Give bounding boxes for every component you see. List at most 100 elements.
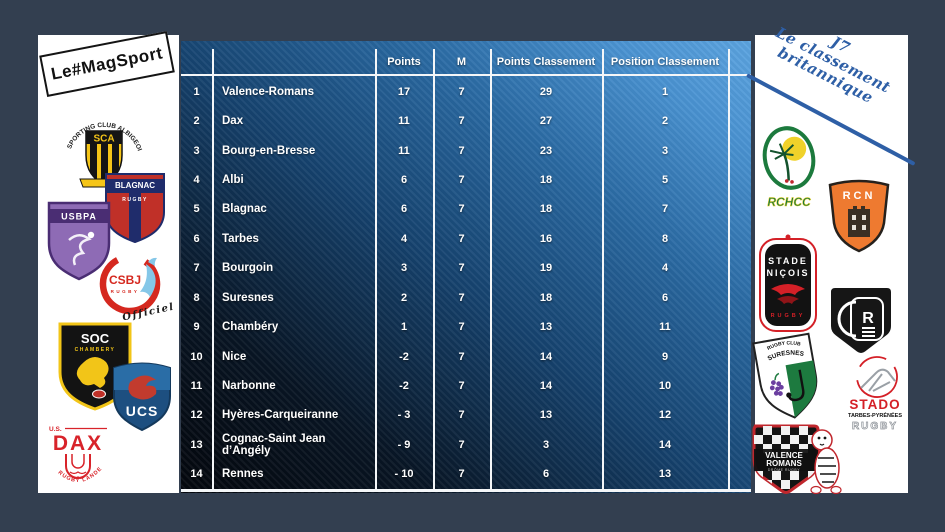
points-cell: - 3 [397,409,411,422]
team-cell: Albi [222,173,244,186]
lemagsport-wordmark: Le#MagSport [49,43,165,84]
col-header-matches: M [456,56,467,68]
position-classement-cell: 1 [661,85,669,98]
col-header-position-classement: Position Classement [610,56,720,68]
stado-logo: STADO TARBES-PYRÉNÉES RUGBY [840,352,910,440]
bottom-rule [181,489,751,492]
table-row: 5 Blagnac 6 7 18 7 [181,195,751,224]
csbj-logo: CSBJ RUGBY [94,250,174,322]
matches-cell: 7 [458,350,465,363]
rank-cell: 13 [190,438,203,451]
stade-nicois-line2: NIÇOIS [766,268,809,278]
csbj-monogram: CSBJ [109,273,141,287]
dax-arch [65,454,91,479]
matches-cell: 7 [458,438,465,451]
rank-cell: 4 [193,173,200,186]
blagnac-sub: RUGBY [122,197,148,203]
position-classement-cell: 5 [661,173,669,186]
table-row: 1 Valence-Romans 17 7 29 1 [181,77,751,106]
points-classement-cell: 23 [539,144,553,157]
soc-monogram: SOC [81,331,110,346]
stade-nicois-border [759,238,817,332]
points-cell: 4 [400,232,408,245]
points-cell: 6 [400,203,408,216]
table-row: 11 Narbonne -2 7 14 10 [181,371,751,400]
points-cell: 11 [398,144,410,157]
ucs-logo: UCS [110,358,174,434]
table-row: 13 Cognac-Saint Jean d’Angély - 9 7 3 14 [181,430,751,459]
points-cell: 17 [397,85,411,98]
grid-line [212,49,214,491]
team-cell: Bourg-en-Bresse [222,144,316,157]
position-classement-cell: 8 [661,232,669,245]
rank-cell: 10 [190,350,203,363]
rank-cell: 12 [190,409,203,422]
sca-monogram: SCA [93,134,114,145]
stade-nicois-logo: STADE NIÇOIS RUGBY [757,233,819,338]
usbpa-player [68,234,92,266]
ucs-monogram: UCS [126,403,159,419]
points-classement-cell: 14 [539,379,553,392]
valence-line1: VALENCE [765,451,803,460]
usbpa-logo: USBPA [44,195,114,285]
grid-line [490,49,492,491]
table-row: 7 Bourgoin 3 7 19 4 [181,254,751,283]
points-classement-cell: 16 [539,232,553,245]
points-cell: 11 [398,115,410,128]
rennes-crescent [837,300,857,338]
team-cell: Tarbes [222,232,259,245]
matches-cell: 7 [458,262,465,275]
points-cell: 3 [400,262,408,275]
suresnes-saxophone [787,369,805,402]
dax-monogram: DAX [53,432,103,455]
rank-cell: 6 [193,232,200,245]
matches-cell: 7 [458,85,465,98]
matches-cell: 7 [458,173,465,186]
ucs-dragon [128,375,157,400]
rank-cell: 9 [193,321,200,334]
rchcc-logo: RCHCC [758,120,820,212]
us-dax-logo: U.S. DAX RUGBY LANDES [41,420,115,492]
standings-table: Points M Points Classement Position Clas… [181,41,751,493]
points-classement-cell: 6 [542,468,550,481]
points-cell: -2 [399,350,409,363]
rank-cell: 11 [190,379,203,392]
valence-romans-logo: VALENCE ROMANS DRÔME RUGBY [748,418,846,498]
table-body: 1 Valence-Romans 17 7 29 1 2 Dax 11 7 27… [181,77,751,489]
rank-cell: 8 [193,291,200,304]
col-header-points: Points [387,56,421,68]
rcn-logo: RCN [822,175,896,257]
team-cell: Cognac-Saint Jean d’Angély [222,432,326,457]
rank-cell: 2 [193,115,200,128]
points-classement-cell: 13 [539,409,553,422]
team-cell: Suresnes [222,291,274,304]
stade-nicois-eagle [771,284,805,295]
stado-horse [860,368,896,392]
soc-sub: CHAMBERY [75,347,116,353]
points-cell: - 9 [397,438,411,451]
table-row: 6 Tarbes 4 7 16 8 [181,224,751,253]
grid-line [433,49,435,491]
header-rule [181,74,751,76]
matches-cell: 7 [458,115,465,128]
table-row: 12 Hyères-Carqueiranne - 3 7 13 12 [181,401,751,430]
position-classement-cell: 3 [661,144,669,157]
position-classement-cell: 14 [658,438,672,451]
matches-cell: 7 [458,409,465,422]
rank-cell: 1 [193,85,200,98]
position-classement-cell: 6 [661,291,669,304]
rank-cell: 5 [193,203,200,216]
points-classement-cell: 27 [539,115,553,128]
stado-title: STADO [849,397,900,412]
left-logo-panel: Le#MagSport SPORTING CLUB ALBIGEOI S [38,30,179,493]
position-classement-cell: 13 [658,468,672,481]
points-cell: -2 [399,379,409,392]
points-cell: 2 [400,291,408,304]
matches-cell: 7 [458,379,465,392]
position-classement-cell: 10 [658,379,672,392]
position-classement-cell: 7 [661,203,669,216]
team-cell: Nice [222,350,247,363]
blagnac-name: BLAGNAC [115,181,155,190]
matchday-heading: J7 Le classement britannique [759,6,907,115]
